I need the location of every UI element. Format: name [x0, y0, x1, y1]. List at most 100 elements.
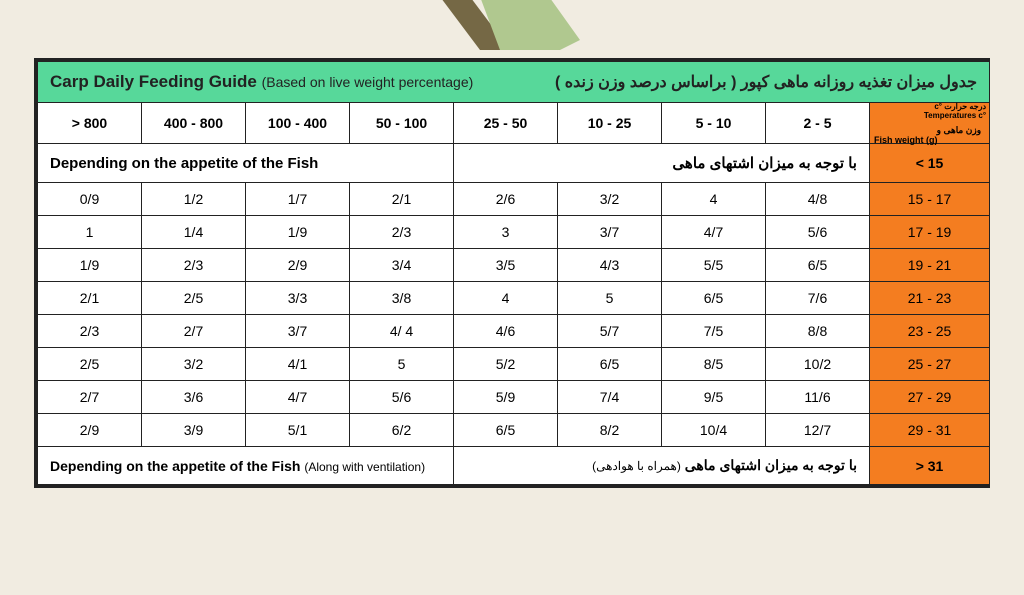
data-cell: 4	[454, 282, 558, 315]
data-cell: 3/2	[142, 348, 246, 381]
appetite-top-row: Depending on the appetite of the Fish با…	[38, 144, 990, 183]
appetite-bot-fa: با توجه به میزان اشتهای ماهی (همراه با ه…	[454, 447, 870, 485]
data-cell: 5/9	[454, 381, 558, 414]
data-cell: 10/2	[766, 348, 870, 381]
data-cell: 4/ 4	[350, 315, 454, 348]
temp-cell: 23 - 25	[870, 315, 990, 348]
weight-hdr-7: 2 - 5	[766, 103, 870, 144]
data-cell: 4/1	[246, 348, 350, 381]
data-cell: 2/3	[350, 216, 454, 249]
data-cell: 3/6	[142, 381, 246, 414]
weight-header-row: > 800 400 - 800 100 - 400 50 - 100 25 - …	[38, 103, 990, 144]
data-cell: 1/2	[142, 183, 246, 216]
data-cell: 5	[558, 282, 662, 315]
data-cell: 1/4	[142, 216, 246, 249]
data-cell: 5/5	[662, 249, 766, 282]
data-cell: 3/3	[246, 282, 350, 315]
data-cell: 3	[454, 216, 558, 249]
data-cell: 12/7	[766, 414, 870, 447]
temp-cell: 19 - 21	[870, 249, 990, 282]
appetite-top-en: Depending on the appetite of the Fish	[38, 144, 454, 183]
data-cell: 5/2	[454, 348, 558, 381]
data-cell: 8/8	[766, 315, 870, 348]
data-cell: 0/9	[38, 183, 142, 216]
weight-hdr-6: 5 - 10	[662, 103, 766, 144]
weight-hdr-4: 25 - 50	[454, 103, 558, 144]
data-cell: 5/6	[766, 216, 870, 249]
corner-cell: وزن ماهی و Fish weight (g) درجه حرارت °c…	[870, 103, 990, 144]
title-en: Carp Daily Feeding Guide (Based on live …	[50, 72, 473, 92]
corner-top-en: Fish weight (g)	[874, 135, 938, 145]
data-cell: 3/7	[558, 216, 662, 249]
data-cell: 4/8	[766, 183, 870, 216]
data-cell: 6/5	[766, 249, 870, 282]
weight-hdr-2: 100 - 400	[246, 103, 350, 144]
data-cell: 6/5	[662, 282, 766, 315]
data-cell: 3/8	[350, 282, 454, 315]
data-cell: 10/4	[662, 414, 766, 447]
data-cell: 4	[662, 183, 766, 216]
data-cell: 1/9	[38, 249, 142, 282]
data-cell: 3/5	[454, 249, 558, 282]
appetite-top-temp: < 15	[870, 144, 990, 183]
weight-hdr-1: 400 - 800	[142, 103, 246, 144]
data-cell: 8/2	[558, 414, 662, 447]
appetite-bot-temp: > 31	[870, 447, 990, 485]
table-row: 2/12/53/33/8456/57/621 - 23	[38, 282, 990, 315]
appetite-bot-fa-sub: (همراه با هوادهی)	[592, 459, 681, 473]
data-cell: 2/3	[142, 249, 246, 282]
data-cell: 4/7	[246, 381, 350, 414]
data-cell: 5/1	[246, 414, 350, 447]
corner-bot-en: Temperatures c°	[924, 111, 986, 120]
table-row: 2/73/64/75/65/97/49/511/627 - 29	[38, 381, 990, 414]
data-cell: 4/3	[558, 249, 662, 282]
data-cell: 4/7	[662, 216, 766, 249]
table-row: 0/91/21/72/12/63/244/815 - 17	[38, 183, 990, 216]
data-cell: 5	[350, 348, 454, 381]
data-cell: 9/5	[662, 381, 766, 414]
data-cell: 5/7	[558, 315, 662, 348]
data-cell: 7/6	[766, 282, 870, 315]
title-fa: جدول میزان تغذیه روزانه ماهی کپور ( براس…	[555, 72, 977, 92]
data-cell: 2/5	[142, 282, 246, 315]
table-row: 2/93/95/16/26/58/210/412/729 - 31	[38, 414, 990, 447]
data-cell: 6/2	[350, 414, 454, 447]
data-cell: 2/5	[38, 348, 142, 381]
data-cell: 2/3	[38, 315, 142, 348]
corner-bot: درجه حرارت °c Temperatures c°	[890, 103, 986, 121]
data-cell: 3/9	[142, 414, 246, 447]
table-row: 1/92/32/93/43/54/35/56/519 - 21	[38, 249, 990, 282]
data-cell: 2/7	[142, 315, 246, 348]
temp-cell: 27 - 29	[870, 381, 990, 414]
weight-hdr-5: 10 - 25	[558, 103, 662, 144]
data-cell: 5/6	[350, 381, 454, 414]
appetite-bot-en-main: Depending on the appetite of the Fish	[50, 458, 300, 474]
data-cell: 1/7	[246, 183, 350, 216]
title-en-sub: (Based on live weight percentage)	[262, 74, 474, 90]
data-cell: 2/9	[246, 249, 350, 282]
feeding-table: Carp Daily Feeding Guide (Based on live …	[37, 61, 990, 485]
title-en-main: Carp Daily Feeding Guide	[50, 72, 257, 91]
temp-cell: 17 - 19	[870, 216, 990, 249]
temp-cell: 29 - 31	[870, 414, 990, 447]
temp-cell: 21 - 23	[870, 282, 990, 315]
decor-shapes	[380, 0, 580, 50]
appetite-bot-fa-main: با توجه به میزان اشتهای ماهی	[685, 457, 857, 473]
appetite-top-fa: با توجه به میزان اشتهای ماهی	[454, 144, 870, 183]
table-row: 2/53/24/155/26/58/510/225 - 27	[38, 348, 990, 381]
appetite-bot-en: Depending on the appetite of the Fish (A…	[38, 447, 454, 485]
data-cell: 3/7	[246, 315, 350, 348]
data-cell: 6/5	[454, 414, 558, 447]
data-cell: 2/7	[38, 381, 142, 414]
corner-top: وزن ماهی و Fish weight (g)	[874, 126, 961, 146]
feeding-table-wrap: Carp Daily Feeding Guide (Based on live …	[34, 58, 990, 488]
temp-cell: 25 - 27	[870, 348, 990, 381]
data-cell: 1	[38, 216, 142, 249]
data-cell: 8/5	[662, 348, 766, 381]
data-cell: 3/4	[350, 249, 454, 282]
data-cell: 7/5	[662, 315, 766, 348]
temp-cell: 15 - 17	[870, 183, 990, 216]
table-row: 11/41/92/333/74/75/617 - 19	[38, 216, 990, 249]
data-cell: 2/1	[38, 282, 142, 315]
data-cell: 1/9	[246, 216, 350, 249]
